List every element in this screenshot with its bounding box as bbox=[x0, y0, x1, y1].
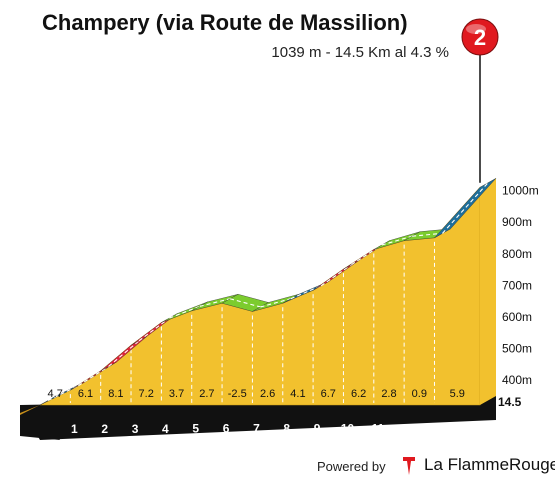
gradient-label: 2.8 bbox=[381, 388, 396, 400]
y-tick-label: 900m bbox=[502, 215, 532, 229]
x-tick-label: 1 bbox=[71, 422, 78, 436]
gradient-label: 0.9 bbox=[412, 388, 427, 400]
x-tick-label: 10 bbox=[341, 421, 355, 435]
powered-by-label: Powered by bbox=[317, 459, 386, 474]
x-tick-label: 6 bbox=[223, 422, 230, 436]
profile-area bbox=[39, 186, 481, 406]
x-tick-label: 5 bbox=[192, 422, 199, 436]
x-end-label: 14.5 bbox=[498, 395, 522, 409]
y-tick-label: 600m bbox=[502, 310, 532, 324]
gradient-label: 2.7 bbox=[199, 388, 214, 400]
gradient-label: 8.1 bbox=[108, 388, 123, 400]
gradient-label: 3.7 bbox=[169, 388, 184, 400]
ribbon-dash bbox=[138, 317, 170, 342]
gradient-label: 7.2 bbox=[139, 388, 154, 400]
stage-badge bbox=[461, 18, 499, 56]
stage-number: 2 bbox=[474, 25, 486, 50]
y-tick-label: 400m bbox=[502, 373, 532, 387]
badge-shine bbox=[466, 24, 486, 34]
ribbon-dash bbox=[412, 232, 443, 237]
gradient-label: 2.6 bbox=[260, 388, 275, 400]
y-tick-label: 1000m bbox=[502, 184, 539, 198]
back-wall bbox=[480, 178, 496, 405]
x-tick-label: 12 bbox=[401, 421, 415, 435]
gradient-label: -2.5 bbox=[228, 388, 247, 400]
base-strip bbox=[20, 396, 496, 440]
gradient-label: 5.9 bbox=[450, 388, 465, 400]
brand-label: La FlammeRouge bbox=[424, 455, 555, 474]
gradient-label: 6.2 bbox=[351, 388, 366, 400]
ribbon-dash bbox=[320, 264, 352, 287]
x-tick-label: 9 bbox=[314, 421, 321, 435]
ribbon-dash bbox=[229, 298, 261, 308]
chart-title: Champery (via Route de Massilion) bbox=[42, 10, 408, 35]
x-tick-label: 11 bbox=[371, 421, 384, 435]
flame-logo-icon bbox=[403, 457, 415, 475]
ribbon-dash bbox=[199, 298, 231, 307]
x-tick-label: 13 bbox=[432, 421, 446, 435]
gradient-label: 4.1 bbox=[290, 388, 305, 400]
x-tick-label: 4 bbox=[162, 422, 169, 436]
y-tick-label: 700m bbox=[502, 278, 532, 292]
gradient-label: 6.7 bbox=[321, 388, 336, 400]
side-face bbox=[20, 405, 40, 415]
chart-subtitle: 1039 m - 14.5 Km al 4.3 % bbox=[271, 44, 449, 61]
ribbon-dash bbox=[381, 235, 413, 246]
x-tick-label: 2 bbox=[101, 422, 108, 436]
ribbon-dash bbox=[169, 305, 200, 319]
gradient-label: 4.7 bbox=[48, 388, 63, 400]
x-tick-label: 3 bbox=[132, 422, 139, 436]
ribbon-segment bbox=[434, 178, 497, 239]
y-tick-label: 800m bbox=[502, 247, 532, 261]
base-corner bbox=[20, 405, 60, 440]
ribbon-dash bbox=[78, 365, 109, 387]
x-tick-label: 7 bbox=[253, 422, 260, 436]
y-tick-label: 500m bbox=[502, 342, 532, 356]
gradient-label: 6.1 bbox=[78, 388, 93, 400]
x-tick-label: 8 bbox=[283, 422, 290, 436]
ribbon-dash bbox=[290, 285, 322, 300]
ribbon-dash bbox=[260, 298, 291, 308]
ribbon-dash bbox=[442, 182, 489, 234]
